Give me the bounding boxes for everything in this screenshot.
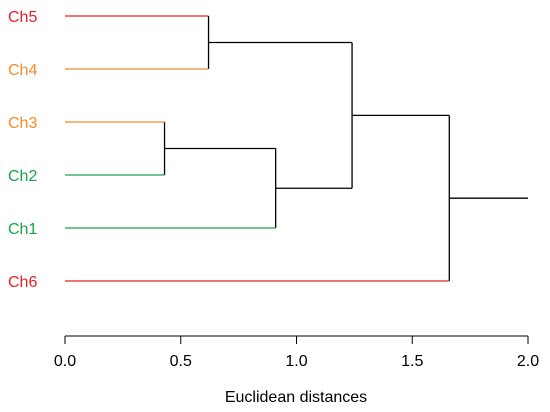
leaf-label-ch5: Ch5 [8,9,37,26]
x-tick-label-2.0: 2.0 [517,353,539,370]
x-axis: 0.0 0.5 1.0 1.5 2.0 [54,335,539,370]
x-tick-label-0.5: 0.5 [170,353,192,370]
x-tick-label-0.0: 0.0 [54,353,76,370]
leaf-label-ch4: Ch4 [8,62,37,79]
leaf-label-ch6: Ch6 [8,274,37,291]
leaf-group: Ch5 Ch4 Ch3 Ch2 Ch1 Ch6 [8,9,450,291]
x-axis-ticks: 0.0 0.5 1.0 1.5 2.0 [54,336,539,370]
dendrogram-links [163,16,528,281]
x-tick-label-1.0: 1.0 [285,353,307,370]
leaf-label-ch1: Ch1 [8,221,37,238]
leaf-label-ch3: Ch3 [8,115,37,132]
leaf-label-ch2: Ch2 [8,168,37,185]
x-tick-label-1.5: 1.5 [401,353,423,370]
x-axis-title: Euclidean distances [225,389,367,406]
